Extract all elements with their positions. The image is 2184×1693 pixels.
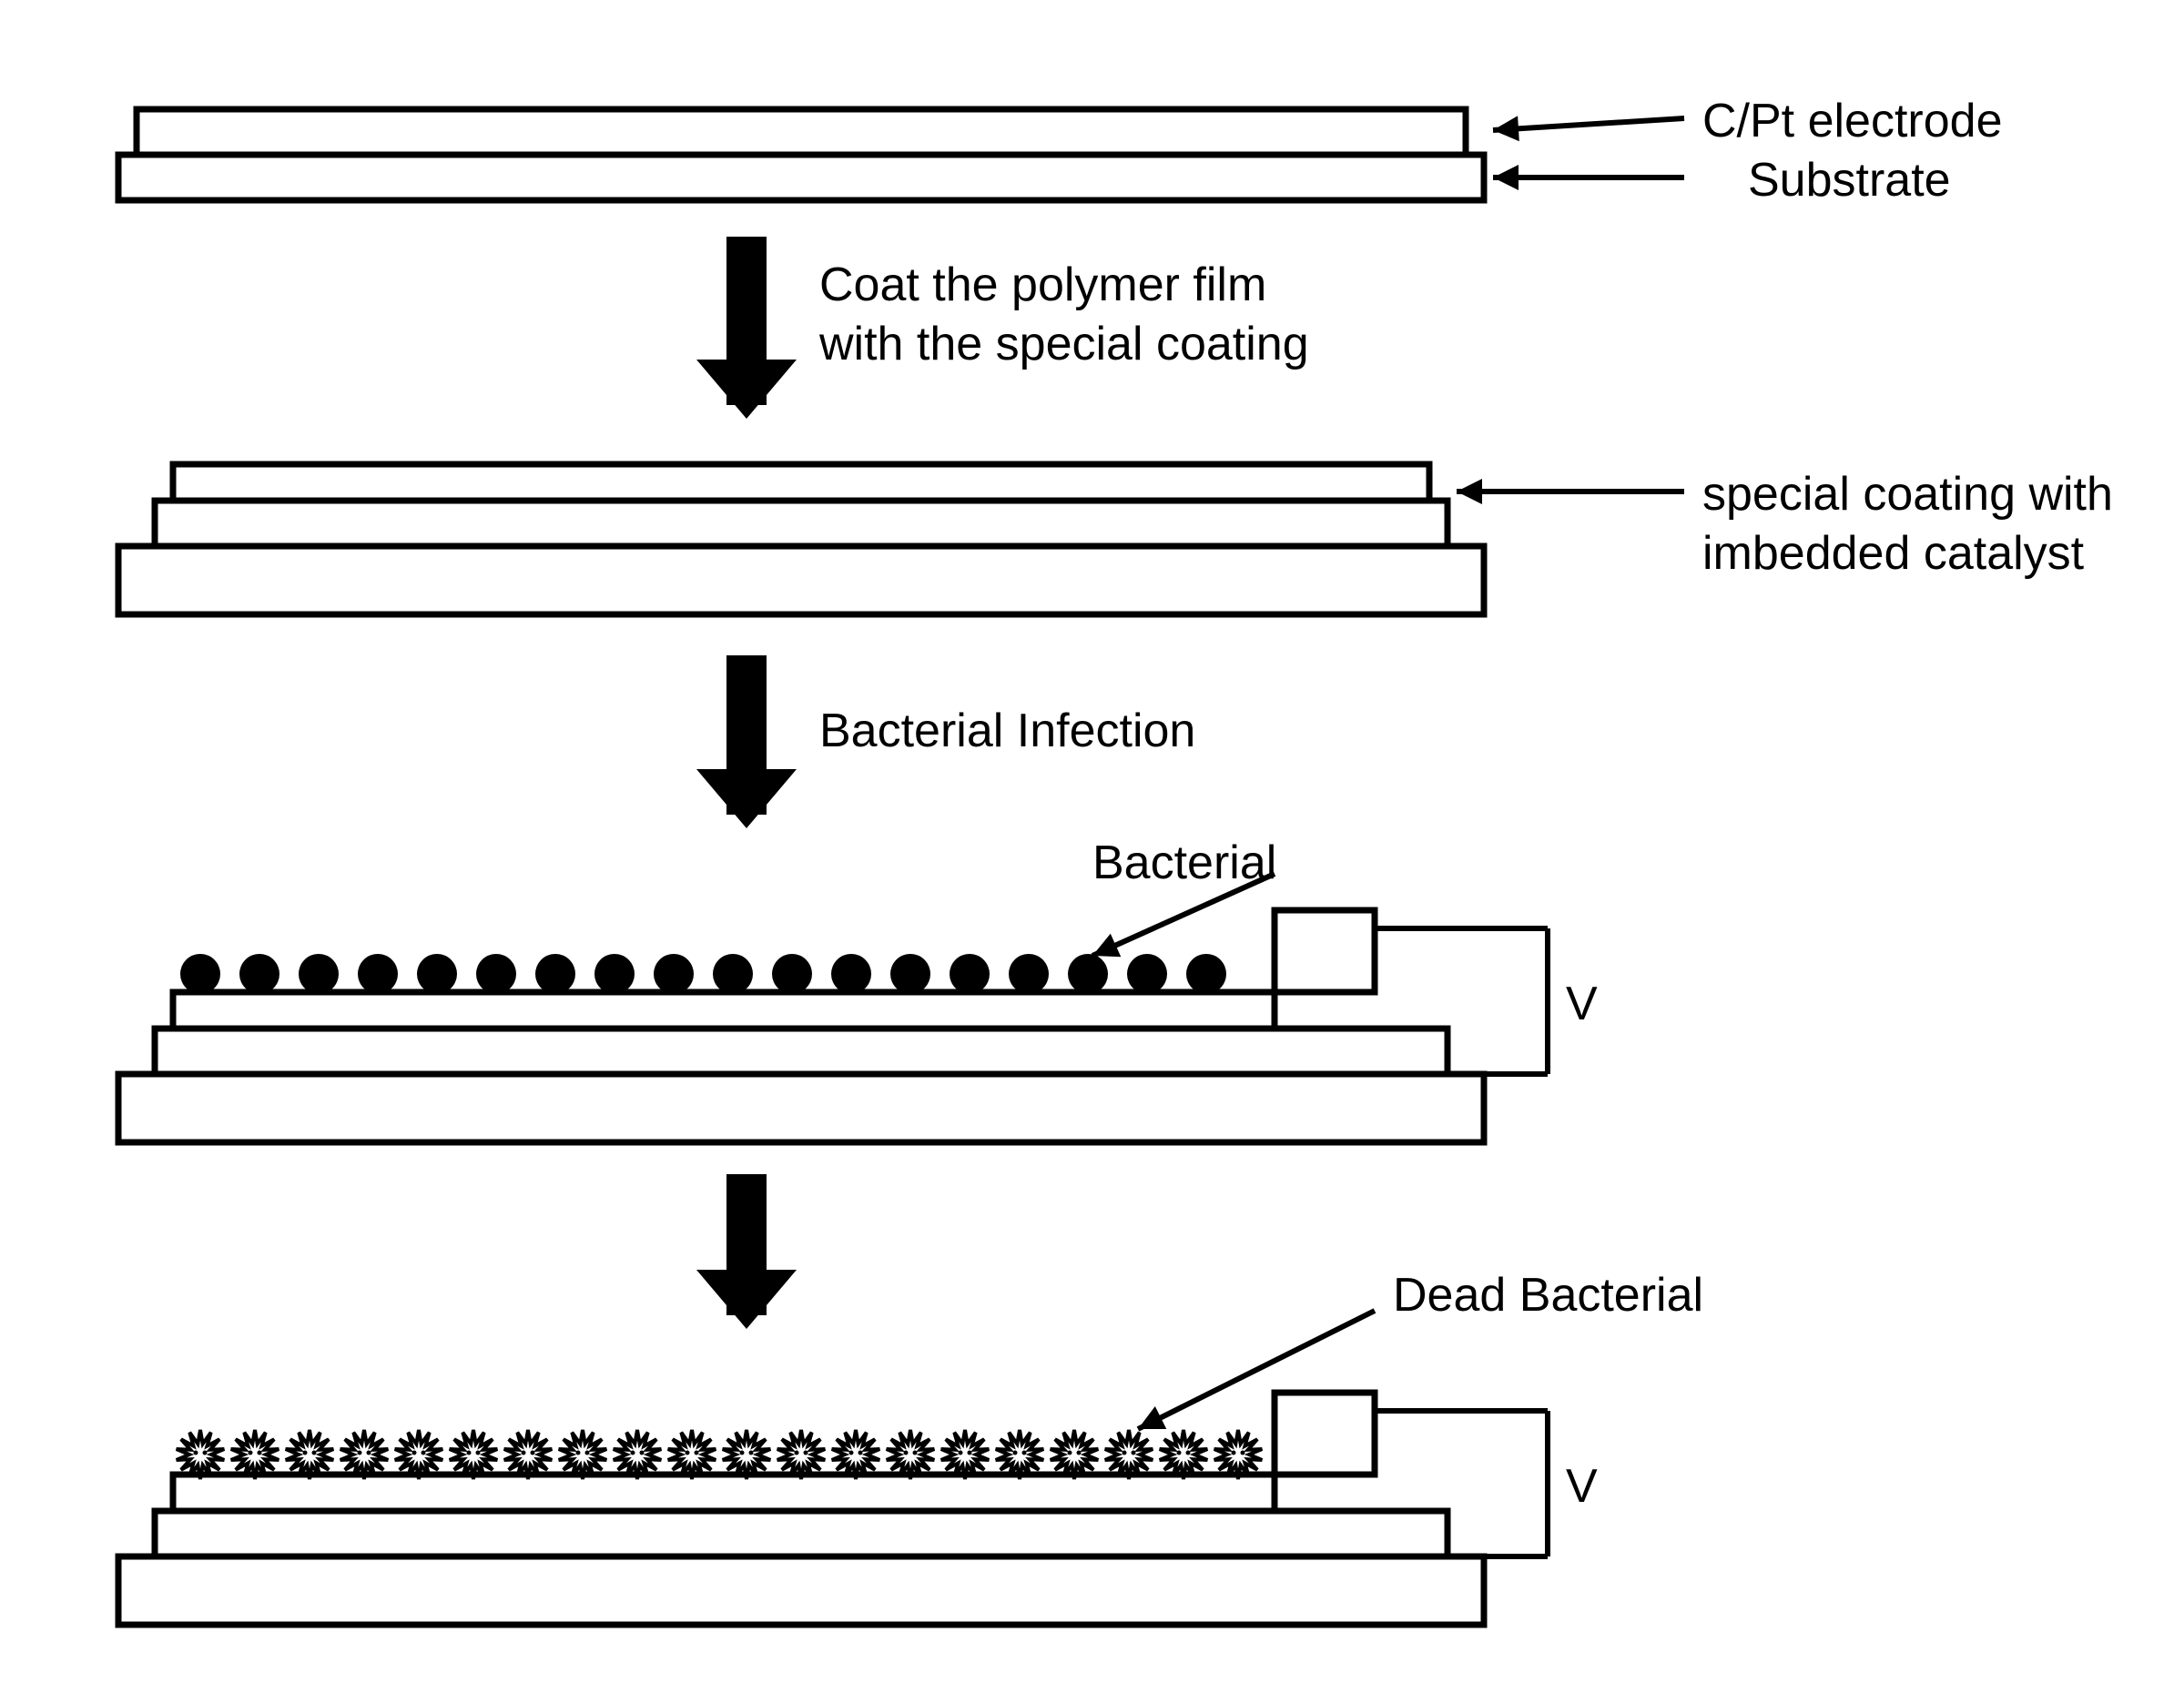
bacterial-dot bbox=[594, 954, 635, 994]
bacterial-dot bbox=[654, 954, 694, 994]
bacterial-dot bbox=[772, 954, 812, 994]
bacterial-dot bbox=[950, 954, 990, 994]
bacterial-dot bbox=[476, 954, 516, 994]
bacterial-dot bbox=[180, 954, 220, 994]
label-step1a: Coat the polymer film bbox=[819, 259, 1266, 311]
label-coating-b: imbedded catalyst bbox=[1702, 527, 2085, 580]
label-voltage-1: V bbox=[1566, 978, 1598, 1030]
bacterial-dot bbox=[535, 954, 575, 994]
bacterial-dot bbox=[239, 954, 279, 994]
process-diagram: C/Pt electrode Substrate Coat the polymer … bbox=[0, 0, 2184, 1693]
label-electrode: C/Pt electrode bbox=[1702, 95, 2003, 147]
bacterial-dot bbox=[831, 954, 871, 994]
label-voltage-2: V bbox=[1566, 1460, 1598, 1513]
label-bacterial: Bacterial bbox=[1092, 836, 1276, 889]
label-dead-bacterial: Dead Bacterial bbox=[1393, 1269, 1703, 1322]
bacterial-dot bbox=[713, 954, 753, 994]
label-coating-a: special coating with bbox=[1702, 468, 2113, 521]
bacterial-dot bbox=[358, 954, 398, 994]
bacterial-dot bbox=[1127, 954, 1167, 994]
label-step1b: with the special coating bbox=[818, 318, 1309, 370]
label-substrate: Substrate bbox=[1748, 154, 1951, 207]
bacterial-dot bbox=[1009, 954, 1049, 994]
bacterial-dot bbox=[1186, 954, 1226, 994]
bacterial-dot bbox=[417, 954, 457, 994]
bacterial-dot bbox=[299, 954, 339, 994]
label-step2: Bacterial Infection bbox=[819, 705, 1195, 757]
bacterial-dot bbox=[1068, 954, 1108, 994]
bacterial-dot bbox=[890, 954, 930, 994]
